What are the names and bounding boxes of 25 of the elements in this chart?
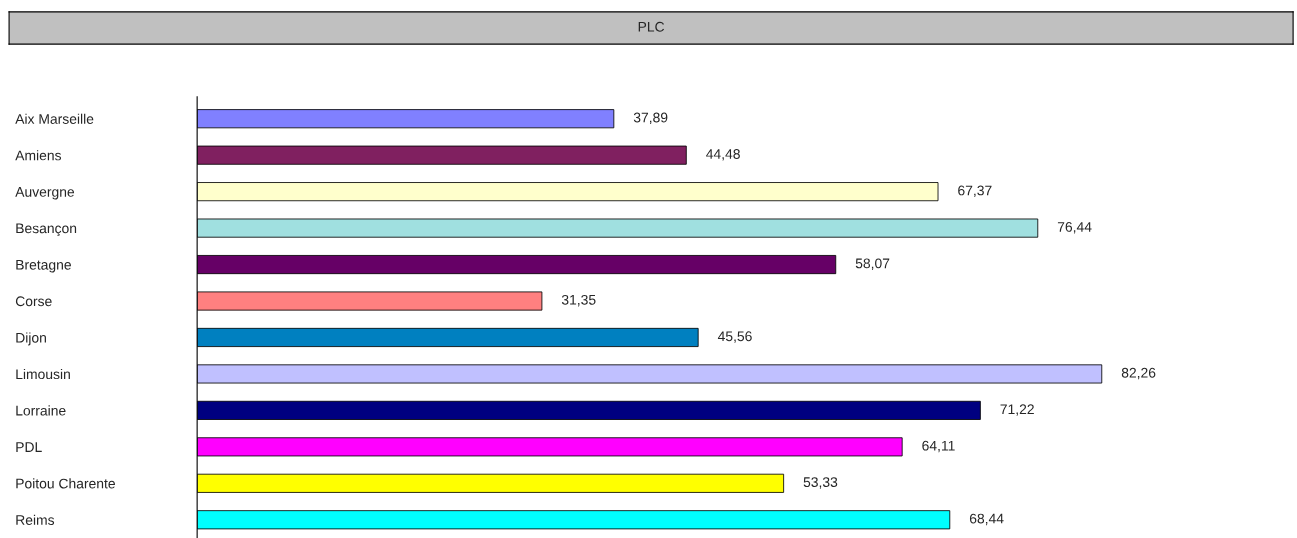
- data-label: 64,11: [922, 440, 955, 453]
- y-tick-label: Besançon: [16, 223, 77, 237]
- y-tick-label: Reims: [16, 514, 55, 525]
- chart-title: PLC: [638, 21, 665, 32]
- data-label: 31,35: [561, 294, 596, 307]
- y-tick-label: Aix Marseille: [15, 113, 94, 124]
- y-tick-label: PDL: [16, 442, 42, 452]
- y-tick-label: Bretagne: [16, 260, 71, 273]
- data-label: 45,56: [717, 331, 752, 343]
- y-tick-label: Lorraine: [16, 405, 66, 416]
- data-label: 76,44: [1057, 221, 1092, 234]
- data-label: 58,07: [855, 258, 890, 270]
- data-label: 71,22: [1000, 404, 1034, 416]
- y-tick-label: Amiens: [15, 150, 62, 161]
- y-tick-label: Corse: [15, 296, 52, 307]
- data-label: 82,26: [1121, 367, 1156, 380]
- y-tick-label: Limousin: [16, 368, 70, 380]
- y-tick-label: Dijon: [16, 332, 46, 346]
- y-tick-label: Poitou Charente: [16, 478, 115, 489]
- data-label: 44,48: [706, 149, 740, 161]
- data-label: 68,44: [969, 513, 1004, 526]
- data-label: 53,33: [803, 477, 838, 489]
- data-label: 37,89: [633, 112, 668, 125]
- y-tick-label: Auvergne: [15, 187, 75, 200]
- data-label: 67,37: [958, 185, 992, 197]
